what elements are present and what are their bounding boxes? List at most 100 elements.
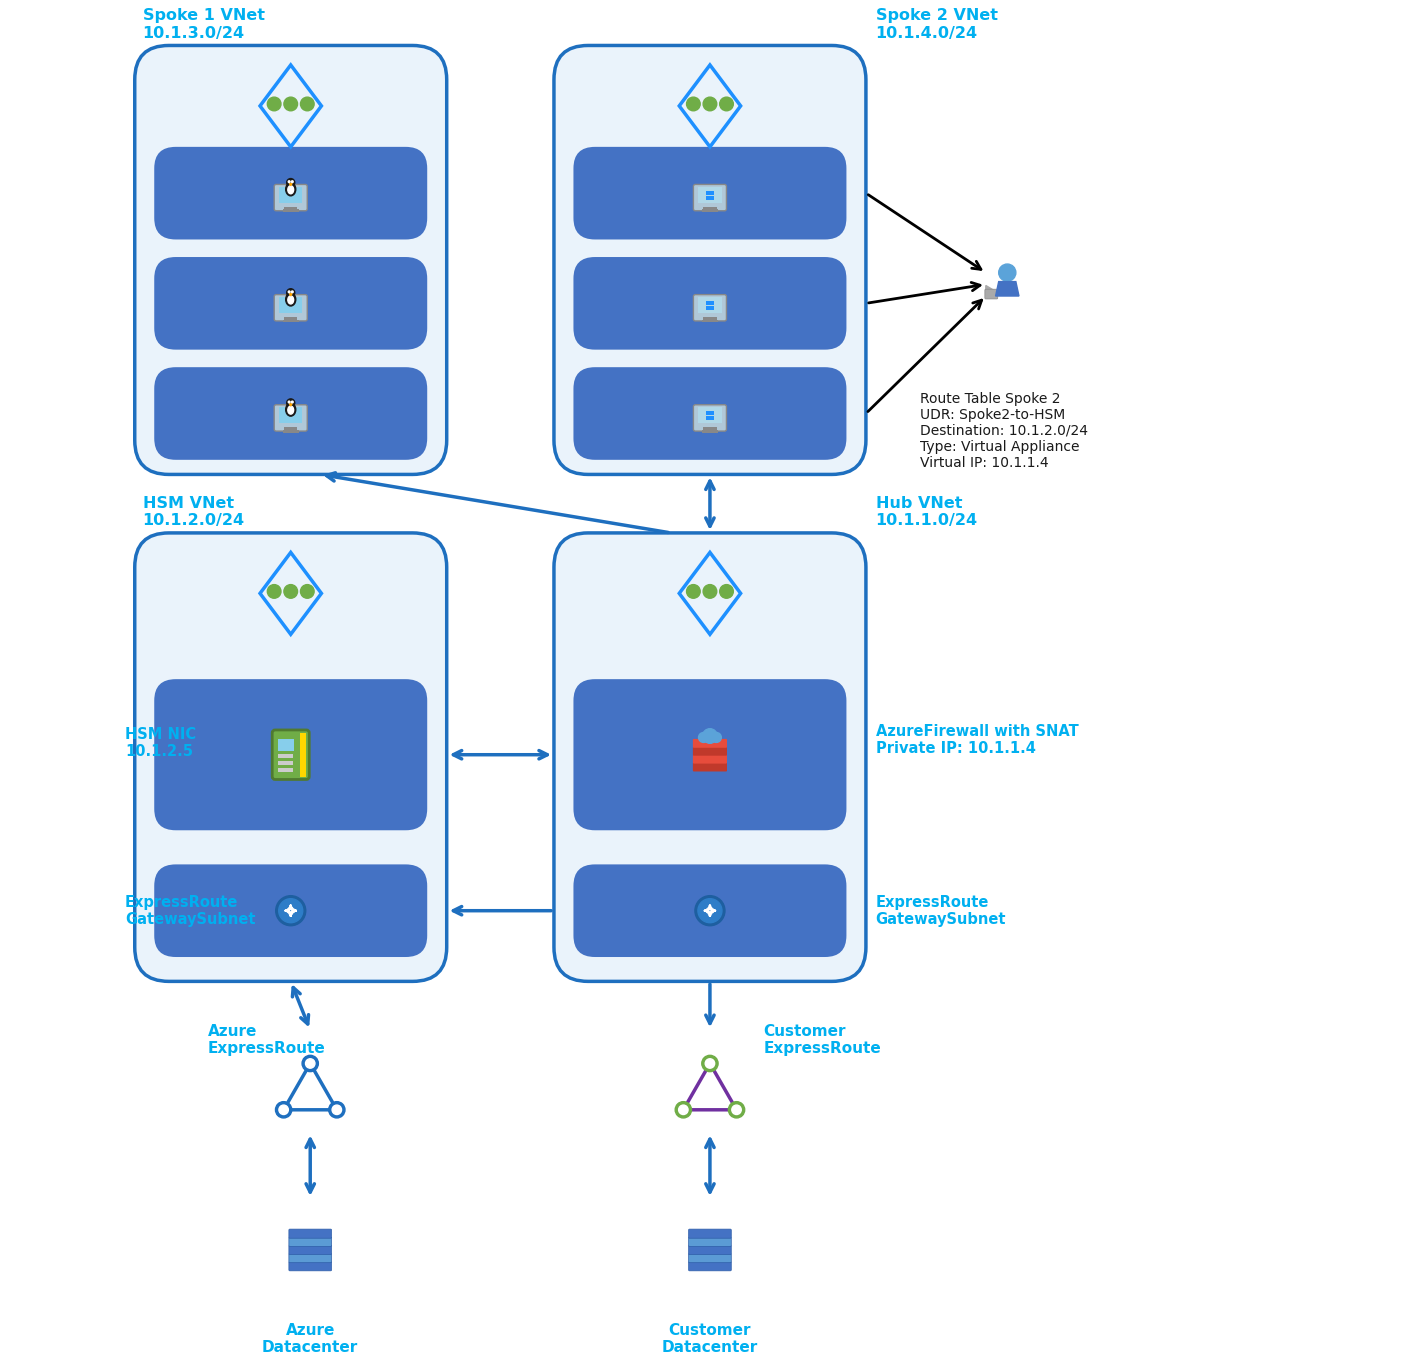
Circle shape — [279, 898, 303, 923]
Circle shape — [301, 1056, 318, 1072]
Circle shape — [276, 896, 306, 925]
Circle shape — [287, 289, 294, 297]
FancyBboxPatch shape — [703, 207, 716, 210]
Circle shape — [720, 584, 733, 599]
FancyBboxPatch shape — [710, 411, 715, 415]
FancyBboxPatch shape — [573, 257, 846, 350]
Circle shape — [289, 401, 290, 402]
Text: HSM VNet
10.1.2.0/24: HSM VNet 10.1.2.0/24 — [143, 496, 245, 528]
FancyBboxPatch shape — [300, 733, 306, 776]
FancyBboxPatch shape — [284, 317, 297, 320]
Ellipse shape — [286, 293, 296, 306]
FancyBboxPatch shape — [573, 864, 846, 957]
FancyBboxPatch shape — [283, 210, 299, 213]
Circle shape — [695, 896, 724, 925]
Circle shape — [999, 264, 1016, 282]
Text: Hub VNet
10.1.1.0/24: Hub VNet 10.1.1.0/24 — [876, 496, 978, 528]
Text: Customer
ExpressRoute: Customer ExpressRoute — [764, 1023, 882, 1056]
Text: Azure
Datacenter: Azure Datacenter — [262, 1322, 358, 1355]
FancyBboxPatch shape — [154, 146, 427, 240]
Circle shape — [279, 1106, 289, 1115]
Circle shape — [703, 584, 717, 599]
Text: Spoke 2 VNet
10.1.4.0/24: Spoke 2 VNet 10.1.4.0/24 — [876, 8, 998, 41]
FancyBboxPatch shape — [693, 294, 726, 321]
FancyBboxPatch shape — [689, 1262, 732, 1271]
FancyBboxPatch shape — [706, 416, 709, 420]
FancyBboxPatch shape — [693, 747, 727, 756]
Circle shape — [333, 1106, 341, 1115]
FancyBboxPatch shape — [283, 320, 299, 322]
FancyBboxPatch shape — [275, 184, 307, 211]
Polygon shape — [290, 404, 291, 406]
Circle shape — [291, 291, 293, 293]
FancyBboxPatch shape — [702, 430, 717, 432]
FancyBboxPatch shape — [279, 406, 303, 423]
Circle shape — [732, 1106, 741, 1115]
Circle shape — [291, 401, 293, 402]
FancyBboxPatch shape — [134, 533, 447, 981]
FancyBboxPatch shape — [710, 301, 715, 305]
FancyBboxPatch shape — [277, 762, 293, 766]
Circle shape — [284, 98, 297, 111]
FancyBboxPatch shape — [698, 406, 722, 423]
Circle shape — [703, 98, 717, 111]
Ellipse shape — [286, 183, 296, 196]
FancyBboxPatch shape — [553, 46, 866, 474]
FancyBboxPatch shape — [283, 430, 299, 432]
Text: Azure
ExpressRoute: Azure ExpressRoute — [208, 1023, 325, 1056]
Text: ExpressRoute
GatewaySubnet: ExpressRoute GatewaySubnet — [876, 894, 1006, 927]
Circle shape — [699, 733, 709, 743]
FancyBboxPatch shape — [284, 427, 297, 430]
Circle shape — [712, 733, 722, 743]
FancyBboxPatch shape — [706, 301, 709, 305]
Polygon shape — [986, 286, 996, 295]
FancyBboxPatch shape — [693, 738, 727, 748]
Circle shape — [686, 584, 700, 599]
Circle shape — [300, 98, 314, 111]
FancyBboxPatch shape — [693, 405, 726, 431]
FancyBboxPatch shape — [289, 1237, 331, 1247]
Circle shape — [287, 398, 294, 406]
FancyBboxPatch shape — [573, 679, 846, 831]
FancyBboxPatch shape — [693, 184, 726, 211]
FancyBboxPatch shape — [689, 1237, 732, 1247]
FancyBboxPatch shape — [275, 405, 307, 431]
FancyBboxPatch shape — [154, 864, 427, 957]
Circle shape — [300, 584, 314, 599]
Circle shape — [729, 1102, 744, 1118]
FancyBboxPatch shape — [689, 1245, 732, 1255]
FancyBboxPatch shape — [689, 1229, 732, 1238]
FancyBboxPatch shape — [710, 195, 715, 199]
Circle shape — [705, 1058, 715, 1068]
FancyBboxPatch shape — [573, 367, 846, 459]
FancyBboxPatch shape — [706, 191, 709, 195]
Circle shape — [720, 98, 733, 111]
Circle shape — [276, 1102, 291, 1118]
Ellipse shape — [287, 186, 294, 194]
Polygon shape — [290, 183, 291, 186]
FancyBboxPatch shape — [706, 195, 709, 199]
Circle shape — [267, 98, 282, 111]
FancyBboxPatch shape — [134, 46, 447, 474]
FancyBboxPatch shape — [703, 427, 716, 430]
FancyBboxPatch shape — [573, 146, 846, 240]
FancyBboxPatch shape — [710, 306, 715, 310]
FancyBboxPatch shape — [289, 1229, 331, 1238]
FancyBboxPatch shape — [154, 257, 427, 350]
FancyBboxPatch shape — [710, 416, 715, 420]
Circle shape — [291, 180, 293, 183]
FancyBboxPatch shape — [689, 1253, 732, 1263]
FancyBboxPatch shape — [277, 738, 294, 751]
Circle shape — [675, 1102, 692, 1118]
FancyBboxPatch shape — [154, 367, 427, 459]
Polygon shape — [996, 282, 1019, 295]
Text: Customer
Datacenter: Customer Datacenter — [662, 1322, 758, 1355]
FancyBboxPatch shape — [279, 297, 303, 313]
Text: Spoke 1 VNet
10.1.3.0/24: Spoke 1 VNet 10.1.3.0/24 — [143, 8, 265, 41]
FancyBboxPatch shape — [985, 289, 998, 299]
Circle shape — [287, 179, 294, 187]
FancyBboxPatch shape — [706, 411, 709, 415]
Circle shape — [284, 584, 297, 599]
Circle shape — [289, 180, 290, 183]
Circle shape — [703, 729, 717, 744]
